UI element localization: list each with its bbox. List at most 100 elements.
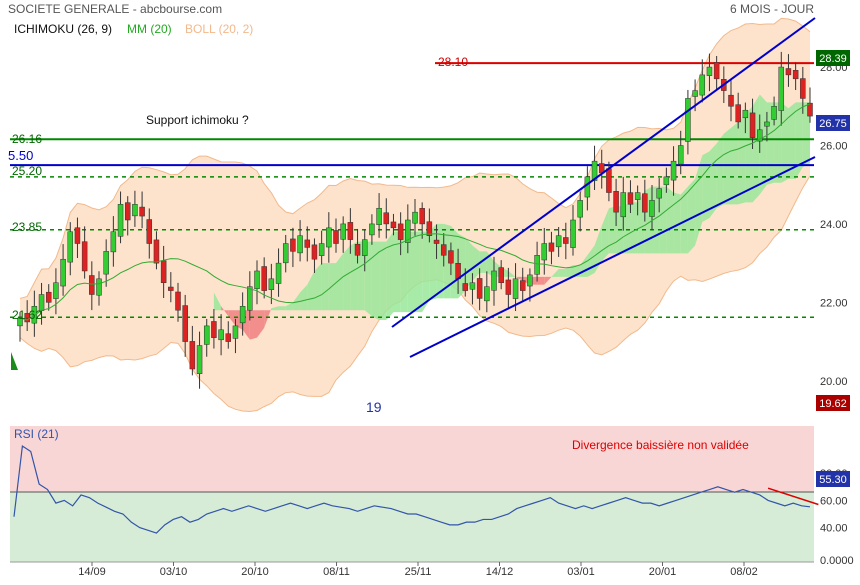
ichimoku-cloud-bull [364, 241, 372, 317]
candle-down [642, 193, 648, 213]
candle-up [677, 145, 684, 165]
candle-up [620, 192, 627, 218]
candle-up [53, 282, 59, 299]
candle-up [771, 106, 777, 120]
candle-up [663, 176, 670, 186]
candle-up [742, 109, 749, 119]
price-tick-label: 24.00 [820, 219, 848, 231]
ichimoku-cloud-bull [307, 270, 315, 311]
candle-up [282, 243, 289, 264]
ichimoku-cloud-bear [515, 276, 523, 281]
level-label-28-10: 28.10 [438, 55, 468, 69]
ichimoku-cloud-bull [336, 253, 344, 311]
candle-up [326, 227, 332, 248]
candle-down [211, 321, 217, 338]
bollinger-upper-line [19, 17, 811, 299]
price-tick-label: 26.00 [820, 140, 848, 152]
candle-down [290, 238, 296, 252]
candle-up [405, 219, 411, 243]
x-tick-label: 03/10 [160, 566, 188, 578]
candle-up [96, 278, 102, 296]
candle-up [268, 278, 275, 290]
candle-up [247, 286, 253, 311]
ichimoku-cloud-bull [630, 202, 638, 254]
candle-down [160, 260, 167, 283]
annotation-support-ichimoku: Support ichimoku ? [146, 113, 249, 127]
ichimoku-cloud-bull [379, 241, 387, 320]
chart-header-period: 6 MOIS - JOUR [730, 2, 814, 16]
candle-up [60, 258, 66, 287]
rsi-tick-label: 40.00 [820, 523, 848, 535]
candle-up [699, 74, 706, 96]
ichimoku-cloud-bull [400, 231, 408, 313]
candle-up [591, 160, 598, 181]
badge-high-bg [816, 50, 850, 66]
ichimoku-cloud-bull [314, 263, 322, 311]
ichimoku-cloud-bull [479, 251, 487, 273]
candle-down [563, 237, 569, 244]
candle-up [203, 325, 210, 345]
candle-down [153, 239, 160, 264]
ichimoku-cloud-bull [458, 233, 466, 299]
ichimoku-cloud-bull [407, 231, 415, 313]
candle-down [419, 208, 425, 225]
candle-up [132, 204, 138, 217]
ichimoku-cloud-bull [802, 102, 810, 168]
candle-up [232, 325, 239, 339]
candle-up [31, 306, 38, 324]
ichimoku-cloud-bull [285, 302, 293, 311]
candle-up [512, 278, 519, 299]
signal-arrow-icon [11, 352, 18, 370]
candle-up [376, 207, 382, 226]
level-label-23-85: 23.85 [12, 220, 42, 234]
candle-down [800, 78, 806, 99]
candle-down [627, 192, 634, 205]
ichimoku-cloud-bull [759, 94, 767, 195]
ichimoku-cloud-bull [371, 241, 380, 320]
candle-down [189, 341, 196, 370]
candle-down [347, 222, 354, 240]
rsi-oversold-zone [10, 492, 814, 562]
badge-low: 19.62 [819, 398, 847, 410]
ichimoku-cloud-bull [687, 178, 696, 254]
candle-down [785, 68, 792, 76]
candle-up [110, 231, 117, 253]
rsi-label: RSI (21) [14, 427, 59, 441]
candle-down [74, 227, 81, 244]
candle-up [706, 66, 713, 76]
trend-channel-upper [391, 17, 816, 328]
candle-up [670, 160, 677, 181]
candle-up [634, 192, 641, 200]
candle-up [491, 270, 497, 291]
candle-up [103, 251, 109, 275]
candle-down [261, 266, 267, 291]
candle-down [807, 102, 813, 117]
candle-up [527, 274, 533, 287]
ichimoku-cloud-bull [716, 133, 724, 209]
ichimoku-cloud-bull [357, 241, 365, 311]
ichimoku-cloud-bull [659, 186, 667, 254]
ichimoku-cloud-bull [680, 186, 688, 254]
legend-ichimoku: ICHIMOKU (26, 9) [14, 22, 112, 36]
ichimoku-cloud-bull [328, 263, 336, 311]
ichimoku-cloud-bull [774, 102, 782, 183]
candle-down [792, 70, 799, 80]
candle-down [548, 242, 555, 252]
ichimoku-cloud-bull [443, 223, 451, 299]
candle-up [218, 329, 224, 341]
ichimoku-cloud-bear [221, 306, 229, 317]
candle-up [239, 306, 246, 324]
rsi-overbought-zone [10, 426, 814, 492]
candle-down [139, 206, 145, 217]
x-tick-label: 14/12 [486, 566, 514, 578]
candle-up [656, 188, 662, 199]
level-label-25-50: 5.50 [8, 148, 33, 163]
candle-down [89, 275, 95, 295]
ichimoku-cloud-bull [415, 231, 423, 313]
ichimoku-cloud-bull [666, 186, 674, 254]
candle-up [275, 262, 282, 284]
ichimoku-cloud-bull [788, 102, 796, 179]
ichimoku-cloud-bull [393, 231, 401, 313]
